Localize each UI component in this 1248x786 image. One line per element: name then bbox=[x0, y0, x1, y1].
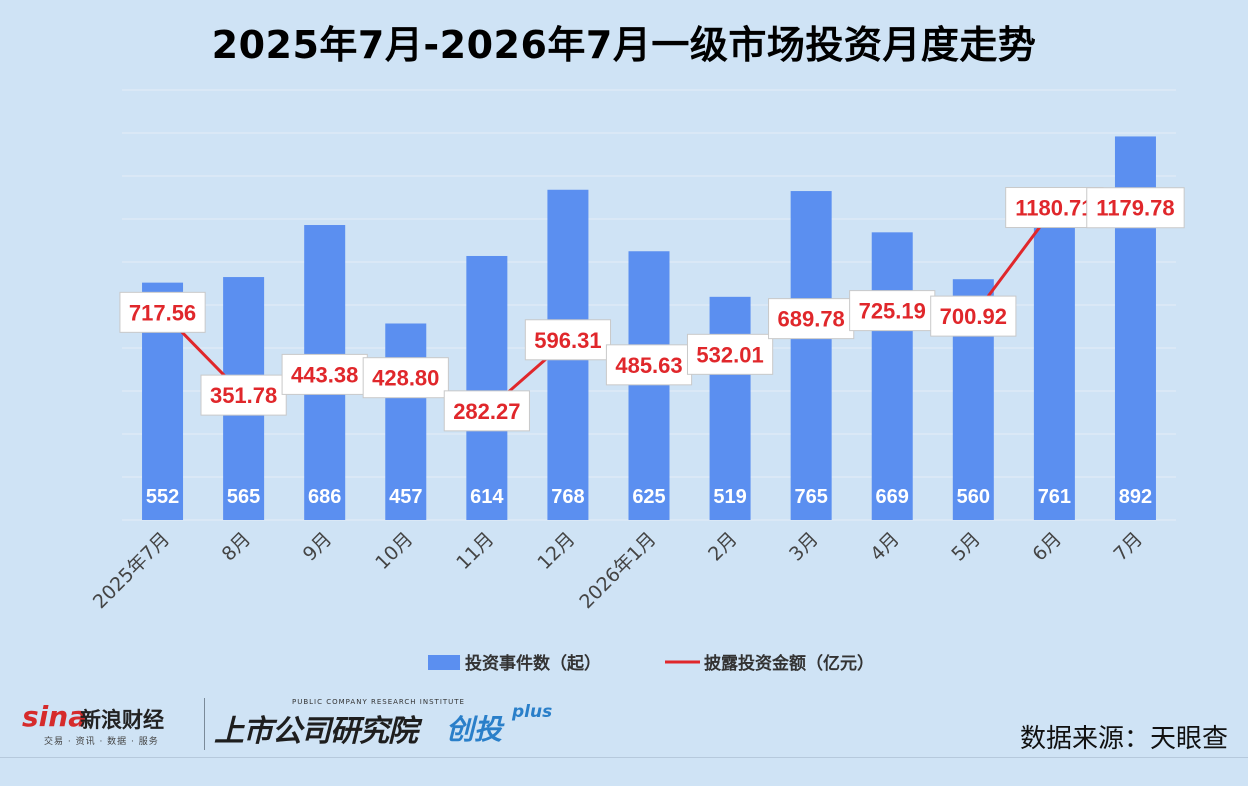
institute-chinese-name: 上市公司研究院 bbox=[214, 714, 418, 749]
bar-value-label: 892 bbox=[1119, 486, 1152, 508]
bar bbox=[385, 323, 427, 520]
bar-value-label: 669 bbox=[876, 486, 909, 508]
x-tick-label: 5月 bbox=[947, 528, 985, 566]
bar-value-label: 565 bbox=[227, 486, 260, 508]
line-label-box bbox=[119, 291, 206, 333]
bar-value-label: 552 bbox=[146, 486, 179, 508]
line-label-box bbox=[524, 319, 612, 361]
line-label-box bbox=[281, 353, 368, 395]
line-label-box bbox=[1086, 187, 1185, 229]
bar-value-label: 761 bbox=[1038, 486, 1071, 508]
x-tick-label: 2月 bbox=[704, 528, 742, 566]
institute-logo: PUBLIC COMPANY RESEARCH INSTITUTE 上市公司研究… bbox=[214, 698, 594, 752]
legend-line-label: 披露投资金额（亿元） bbox=[704, 653, 874, 674]
line-label-box bbox=[849, 290, 936, 332]
bar-value-label: 560 bbox=[957, 486, 990, 508]
x-tick-label: 3月 bbox=[785, 528, 823, 566]
bar-value-label: 765 bbox=[794, 486, 827, 508]
line-value-label: 532.01 bbox=[696, 342, 763, 367]
line-value-labels: 717.56 351.78 443.38 428.80 282.27 596.31 485.… bbox=[119, 187, 1185, 432]
brand-plus: plus bbox=[512, 702, 553, 722]
brand-name: 创投 bbox=[446, 713, 503, 746]
logo-divider bbox=[204, 698, 205, 750]
line-label-box bbox=[686, 333, 774, 375]
bar bbox=[790, 191, 832, 521]
line-label-box bbox=[930, 295, 1017, 337]
sina-logo-name: 新浪财经 bbox=[80, 708, 164, 732]
bar-value-label: 519 bbox=[713, 486, 746, 508]
bar bbox=[1033, 192, 1075, 520]
line-value-label: 596.31 bbox=[534, 328, 601, 353]
x-tick-label: 11月 bbox=[452, 528, 498, 574]
sina-logo-word: sina bbox=[22, 700, 88, 733]
sina-finance-logo: sina 新浪财经 交易 · 资讯 · 数据 · 服务 bbox=[22, 700, 202, 750]
line-value-label: 700.92 bbox=[940, 304, 1007, 329]
line-value-label: 485.63 bbox=[615, 353, 682, 378]
sina-logo-tagline: 交易 · 资讯 · 数据 · 服务 bbox=[44, 737, 159, 747]
x-tick-label: 4月 bbox=[866, 528, 904, 566]
line-value-label: 725.19 bbox=[859, 299, 926, 324]
line-value-label: 717.56 bbox=[129, 300, 196, 325]
line-value-label: 1179.78 bbox=[1096, 196, 1174, 221]
bar-value-labels: 552 565 686 457 614 768 625 519 765 669 560 761 892 bbox=[146, 486, 1152, 508]
x-tick-label: 8月 bbox=[218, 528, 256, 566]
page-title: 2025年7月-2026年7月一级市场投资月度走势 bbox=[211, 23, 1037, 67]
x-tick-label: 2026年1月 bbox=[575, 528, 660, 613]
x-tick-label: 6月 bbox=[1028, 528, 1066, 566]
legend-bar-swatch bbox=[428, 655, 460, 670]
x-tick-label: 2025年7月 bbox=[89, 528, 174, 613]
line-value-label: 443.38 bbox=[291, 362, 358, 387]
line-label-box bbox=[443, 390, 530, 432]
bar bbox=[466, 255, 508, 521]
x-tick-label: 10月 bbox=[371, 528, 417, 574]
data-source-note: 数据来源：天眼查 bbox=[1019, 724, 1228, 754]
line-label-box bbox=[362, 357, 449, 399]
chart: 552 565 686 457 614 768 625 519 765 669 560 761 892 … bbox=[89, 89, 1185, 674]
footer-divider bbox=[0, 757, 1248, 758]
bar-value-label: 625 bbox=[632, 486, 665, 508]
bar-value-label: 686 bbox=[308, 486, 341, 508]
x-tick-label: 9月 bbox=[299, 528, 337, 566]
line-value-label: 351.78 bbox=[210, 383, 277, 408]
bar bbox=[871, 232, 913, 520]
line-value-label: 1180.71 bbox=[1015, 196, 1093, 221]
legend: 投资事件数（起） 披露投资金额（亿元） bbox=[428, 653, 874, 674]
x-tick-label: 7月 bbox=[1109, 528, 1147, 566]
bar bbox=[628, 251, 670, 520]
line-label-box bbox=[200, 374, 287, 416]
line-value-label: 689.78 bbox=[778, 307, 845, 332]
bar-value-label: 457 bbox=[389, 486, 422, 508]
bar-value-label: 614 bbox=[470, 486, 504, 508]
line-value-label: 282.27 bbox=[453, 399, 520, 424]
x-tick-label: 12月 bbox=[533, 528, 579, 574]
line-value-label: 428.80 bbox=[372, 366, 439, 391]
institute-english-name: PUBLIC COMPANY RESEARCH INSTITUTE bbox=[292, 698, 465, 706]
legend-bar-label: 投资事件数（起） bbox=[465, 653, 601, 674]
bar-value-label: 768 bbox=[551, 486, 584, 508]
